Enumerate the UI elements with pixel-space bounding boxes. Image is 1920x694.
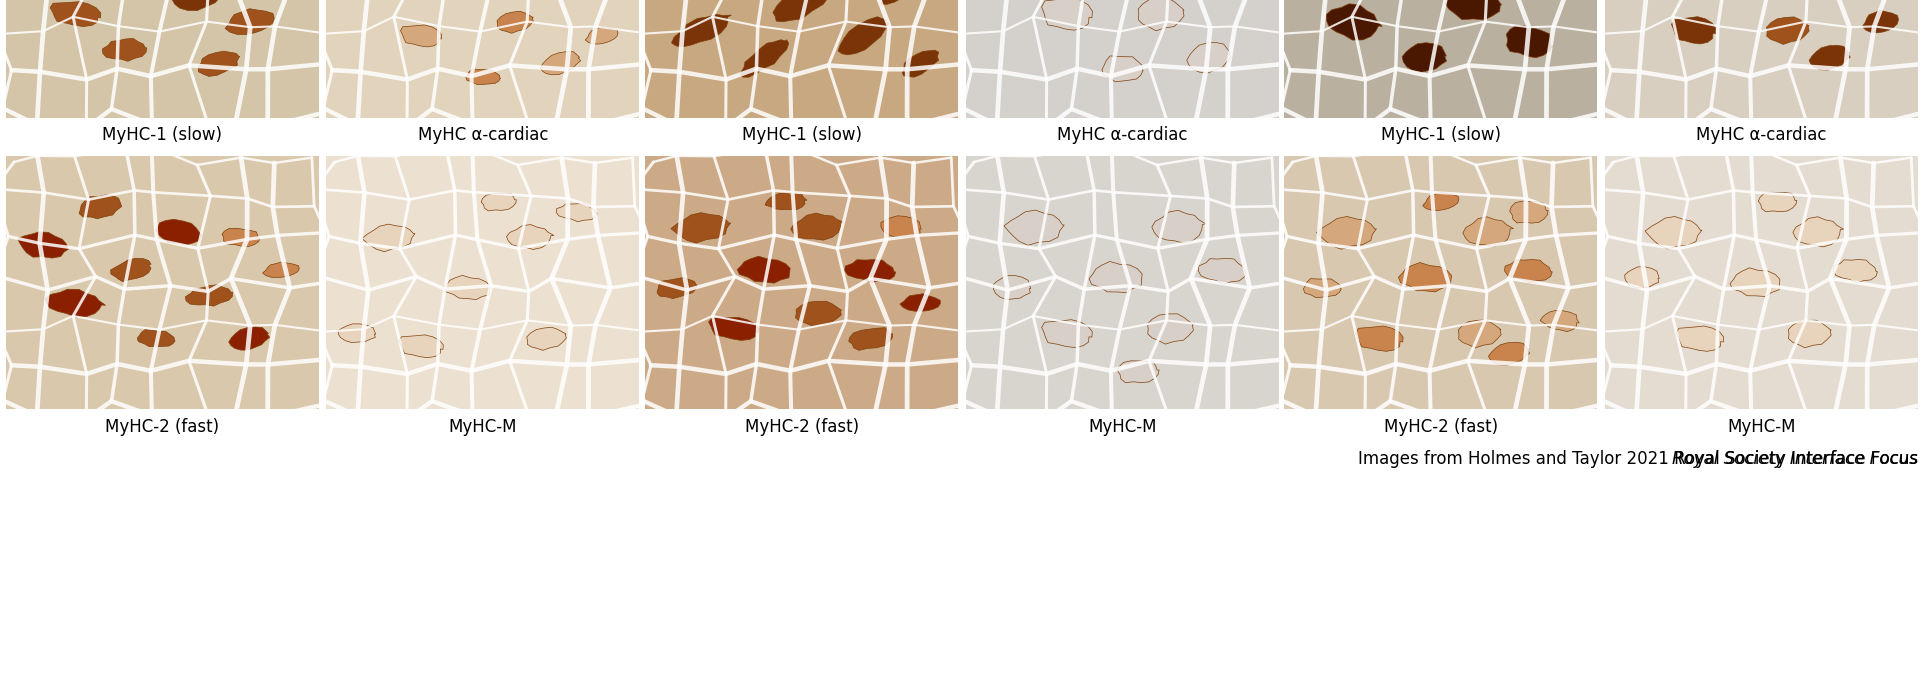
Polygon shape	[482, 194, 516, 211]
Polygon shape	[1398, 262, 1452, 292]
Polygon shape	[1117, 361, 1160, 382]
Polygon shape	[900, 294, 941, 312]
Polygon shape	[1459, 320, 1501, 348]
Polygon shape	[849, 328, 893, 350]
Polygon shape	[737, 256, 791, 283]
Polygon shape	[1004, 210, 1064, 245]
Polygon shape	[228, 327, 269, 350]
Polygon shape	[1402, 43, 1446, 73]
Polygon shape	[764, 193, 806, 210]
Polygon shape	[1463, 217, 1513, 247]
Polygon shape	[1304, 279, 1342, 298]
Polygon shape	[1198, 258, 1246, 284]
Polygon shape	[791, 213, 845, 240]
Polygon shape	[845, 260, 897, 282]
Polygon shape	[739, 40, 789, 77]
Polygon shape	[497, 11, 534, 33]
Polygon shape	[1540, 310, 1578, 332]
Polygon shape	[672, 15, 732, 47]
Polygon shape	[670, 212, 732, 243]
Polygon shape	[1423, 192, 1459, 210]
Text: MyHC-M: MyHC-M	[449, 418, 516, 436]
Polygon shape	[1446, 0, 1501, 20]
Polygon shape	[173, 0, 227, 10]
Polygon shape	[1152, 210, 1206, 243]
Polygon shape	[186, 285, 232, 306]
Polygon shape	[1834, 260, 1878, 282]
Polygon shape	[79, 195, 121, 219]
Polygon shape	[708, 317, 758, 340]
Polygon shape	[338, 324, 376, 343]
Polygon shape	[1730, 268, 1780, 296]
Polygon shape	[1043, 320, 1092, 348]
Polygon shape	[1139, 0, 1185, 31]
Polygon shape	[1809, 45, 1851, 70]
Polygon shape	[586, 27, 618, 44]
Polygon shape	[17, 232, 69, 258]
Text: MyHC-1 (slow): MyHC-1 (slow)	[1380, 126, 1501, 144]
Polygon shape	[102, 38, 146, 61]
Text: Royal Society Interface Focus: Royal Society Interface Focus	[1672, 450, 1918, 468]
Polygon shape	[111, 258, 152, 282]
Polygon shape	[1645, 217, 1701, 249]
Polygon shape	[1509, 201, 1548, 223]
Polygon shape	[1505, 260, 1551, 282]
Polygon shape	[1624, 266, 1659, 288]
Text: MyHC α-cardiac: MyHC α-cardiac	[1697, 126, 1826, 144]
Polygon shape	[156, 219, 202, 245]
Polygon shape	[774, 0, 833, 22]
Polygon shape	[1676, 326, 1724, 351]
Polygon shape	[1148, 314, 1194, 344]
Polygon shape	[467, 69, 501, 85]
Polygon shape	[198, 51, 240, 76]
Polygon shape	[1766, 17, 1809, 44]
Text: MyHC-2 (fast): MyHC-2 (fast)	[745, 418, 858, 436]
Polygon shape	[1862, 10, 1899, 33]
Text: MyHC α-cardiac: MyHC α-cardiac	[1058, 126, 1187, 144]
Polygon shape	[1327, 4, 1382, 40]
Polygon shape	[526, 328, 566, 350]
Polygon shape	[795, 301, 841, 326]
Polygon shape	[1089, 262, 1142, 293]
Polygon shape	[1356, 326, 1404, 351]
Text: Images from Holmes and Taylor 2021 Royal Society Interface Focus: Images from Holmes and Taylor 2021 Royal…	[1357, 450, 1918, 468]
Polygon shape	[1759, 192, 1797, 212]
Polygon shape	[1507, 26, 1553, 58]
Polygon shape	[657, 278, 697, 298]
Polygon shape	[223, 228, 259, 246]
Polygon shape	[263, 262, 300, 278]
Text: MyHC-M: MyHC-M	[1728, 418, 1795, 436]
Text: MyHC-1 (slow): MyHC-1 (slow)	[741, 126, 862, 144]
Polygon shape	[361, 224, 415, 252]
Text: MyHC-2 (fast): MyHC-2 (fast)	[1384, 418, 1498, 436]
Text: MyHC-1 (slow): MyHC-1 (slow)	[102, 126, 223, 144]
Polygon shape	[46, 289, 106, 317]
Polygon shape	[1187, 42, 1231, 73]
Text: MyHC-2 (fast): MyHC-2 (fast)	[106, 418, 219, 436]
Polygon shape	[444, 276, 490, 300]
Polygon shape	[1488, 342, 1530, 365]
Polygon shape	[138, 330, 175, 346]
Polygon shape	[837, 17, 889, 55]
Polygon shape	[1793, 217, 1843, 247]
Polygon shape	[401, 25, 442, 47]
Polygon shape	[225, 9, 275, 35]
Polygon shape	[399, 335, 444, 357]
Polygon shape	[507, 225, 555, 249]
Text: MyHC-M: MyHC-M	[1089, 418, 1156, 436]
Polygon shape	[1317, 217, 1377, 249]
Polygon shape	[1102, 56, 1142, 82]
Polygon shape	[1788, 320, 1832, 348]
Polygon shape	[540, 51, 580, 75]
Polygon shape	[881, 0, 924, 4]
Polygon shape	[1672, 17, 1716, 44]
Polygon shape	[557, 203, 597, 221]
Polygon shape	[1043, 0, 1092, 31]
Polygon shape	[993, 276, 1031, 300]
Text: MyHC α-cardiac: MyHC α-cardiac	[419, 126, 547, 144]
Polygon shape	[881, 216, 922, 237]
Polygon shape	[902, 50, 939, 77]
Polygon shape	[50, 1, 100, 26]
